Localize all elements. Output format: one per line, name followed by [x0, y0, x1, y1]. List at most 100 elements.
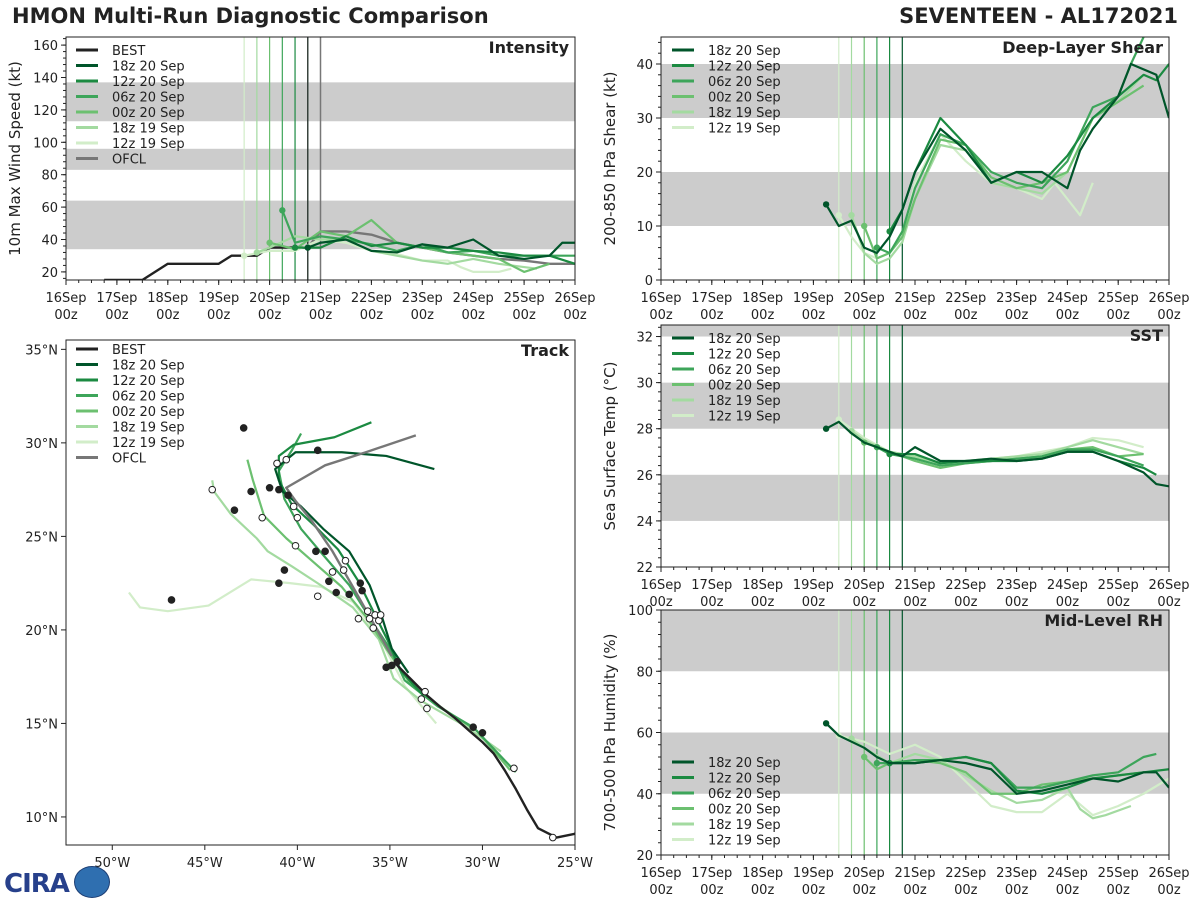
legend-label: 06z 20 Sep	[112, 91, 185, 106]
x-tick-label-hour: 00z	[1056, 595, 1080, 610]
x-tick-label-day: 18Sep	[742, 578, 783, 593]
axes-frame	[65, 339, 576, 846]
x-tick-label-hour: 00z	[903, 308, 927, 323]
legend-entry: 06z 20 Sep	[76, 91, 185, 106]
x-tick-label-day: 23Sep	[996, 578, 1037, 593]
x-tick-label-hour: 00z	[411, 308, 435, 323]
plot-area-sst	[661, 325, 1169, 567]
track-position-marker	[325, 577, 333, 586]
x-tick-label-hour: 00z	[1107, 308, 1131, 323]
track-position-marker	[423, 704, 431, 713]
y-tick-label: 20	[636, 166, 653, 181]
x-tick-label-day: 21Sep	[894, 291, 935, 306]
y-tick-label: 10	[636, 220, 653, 235]
legend-label: 06z 20 Sep	[708, 363, 781, 378]
y-tick-label: 100	[33, 136, 58, 151]
x-tick-label-day: 18Sep	[742, 291, 783, 306]
track-position-marker	[356, 579, 365, 587]
chart-shear: 0 10 20 30 40 16Sep 00z 17Sep 00z 18Sep 00z 19Sep 00…	[601, 36, 1190, 323]
series-start-marker	[835, 416, 842, 423]
x-tick-label-hour: 00z	[853, 308, 877, 323]
y-tick-label: 28	[636, 423, 653, 438]
x-tick-label-hour: 00z	[1005, 595, 1029, 610]
x-tick-label-day: 19Sep	[793, 866, 834, 881]
series-line	[307, 238, 575, 261]
x-tick-label-hour: 00z	[802, 308, 826, 323]
legend-label: 12z 20 Sep	[112, 374, 185, 389]
track-position-marker	[341, 556, 350, 565]
x-tick-label-hour: 00z	[700, 595, 724, 610]
y-tick-label: 24	[636, 515, 653, 530]
x-tick-label-hour: 00z	[309, 308, 333, 323]
track-position-marker	[510, 764, 518, 773]
track-position-marker	[328, 568, 337, 576]
figure-title: HMON Multi-Run Diagnostic Comparison	[12, 4, 489, 28]
x-tick-label-day: 17Sep	[691, 578, 732, 593]
track-position-marker	[275, 485, 283, 494]
x-tick-label-hour: 00z	[954, 595, 978, 610]
y-tick-label: 32	[636, 331, 653, 346]
track-position-marker	[167, 596, 176, 604]
legend-entry: 18z 19 Sep	[76, 122, 185, 137]
y-tick-label: 20	[636, 849, 653, 864]
y-tick-label: 30	[636, 112, 653, 127]
x-tick-label-hour: 00z	[700, 883, 724, 898]
track-position-marker	[321, 547, 329, 556]
series-start-marker	[861, 222, 868, 230]
legend-entry: 12z 19 Sep	[672, 122, 781, 137]
legend-label: 06z 20 Sep	[112, 390, 185, 405]
track-position-marker	[208, 485, 217, 494]
x-tick-label: 35°W	[372, 856, 408, 871]
track-position-marker	[312, 547, 320, 556]
x-tick-label-day: 16Sep	[640, 291, 681, 306]
track-position-marker	[363, 607, 372, 616]
series-start-marker	[279, 207, 286, 214]
x-tick-label-day: 17Sep	[691, 291, 732, 306]
series-start-marker	[266, 239, 273, 246]
x-tick-label-day: 16Sep	[640, 866, 681, 881]
legend-entry: 18z 19 Sep	[672, 106, 781, 121]
x-tick-label-day: 25Sep	[1098, 578, 1139, 593]
legend-label: OFCL	[112, 153, 147, 168]
x-tick-label-hour: 00z	[258, 308, 282, 323]
series-line	[128, 578, 438, 725]
x-tick-label: 30°W	[465, 856, 501, 871]
legend-entry: 00z 20 Sep	[672, 803, 781, 818]
series-start-marker	[291, 244, 299, 251]
legend-label: 12z 19 Sep	[708, 410, 781, 425]
legend-entry: 18z 20 Sep	[76, 359, 185, 374]
legend-label: 18z 19 Sep	[708, 394, 781, 409]
plot-area-intensity	[66, 37, 575, 280]
x-tick-label-day: 24Sep	[453, 291, 494, 306]
legend-entry: 12z 20 Sep	[76, 374, 185, 389]
track-position-marker	[258, 513, 266, 522]
x-tick-label-hour: 00z	[903, 883, 927, 898]
x-tick-label-hour: 00z	[1056, 883, 1080, 898]
y-axis-label: Sea Surface Temp (°C)	[601, 361, 619, 530]
legend-label: 12z 19 Sep	[708, 122, 781, 137]
x-tick-label-day: 26Sep	[1148, 866, 1189, 881]
x-tick-label-hour: 00z	[700, 308, 724, 323]
y-tick-label: 25°N	[25, 530, 58, 545]
y-tick-label: 10°N	[25, 811, 58, 826]
series-line	[295, 235, 575, 265]
legend-entry: 06z 20 Sep	[672, 363, 781, 378]
legend-entry: 06z 20 Sep	[672, 75, 781, 90]
x-tick-label-day: 19Sep	[198, 291, 239, 306]
x-tick-label-day: 21Sep	[894, 866, 935, 881]
x-tick-label-day: 24Sep	[1047, 578, 1088, 593]
track-position-marker	[313, 592, 322, 601]
legend-entry: 18z 19 Sep	[76, 421, 185, 436]
y-axis-label: 200-850 hPa Shear (kt)	[601, 72, 619, 246]
x-tick-label-hour: 00z	[563, 308, 587, 323]
x-tick-label-hour: 00z	[954, 308, 978, 323]
y-tick-label: 20	[41, 266, 58, 281]
series-start-marker	[835, 212, 842, 219]
plot-area-shear	[661, 37, 1169, 280]
chart-title: Mid-Level RH	[1044, 611, 1163, 630]
chart-title: Deep-Layer Shear	[1002, 38, 1163, 57]
track-position-marker	[265, 483, 274, 492]
legend-label: BEST	[112, 343, 145, 358]
x-tick-label-hour: 00z	[802, 883, 826, 898]
